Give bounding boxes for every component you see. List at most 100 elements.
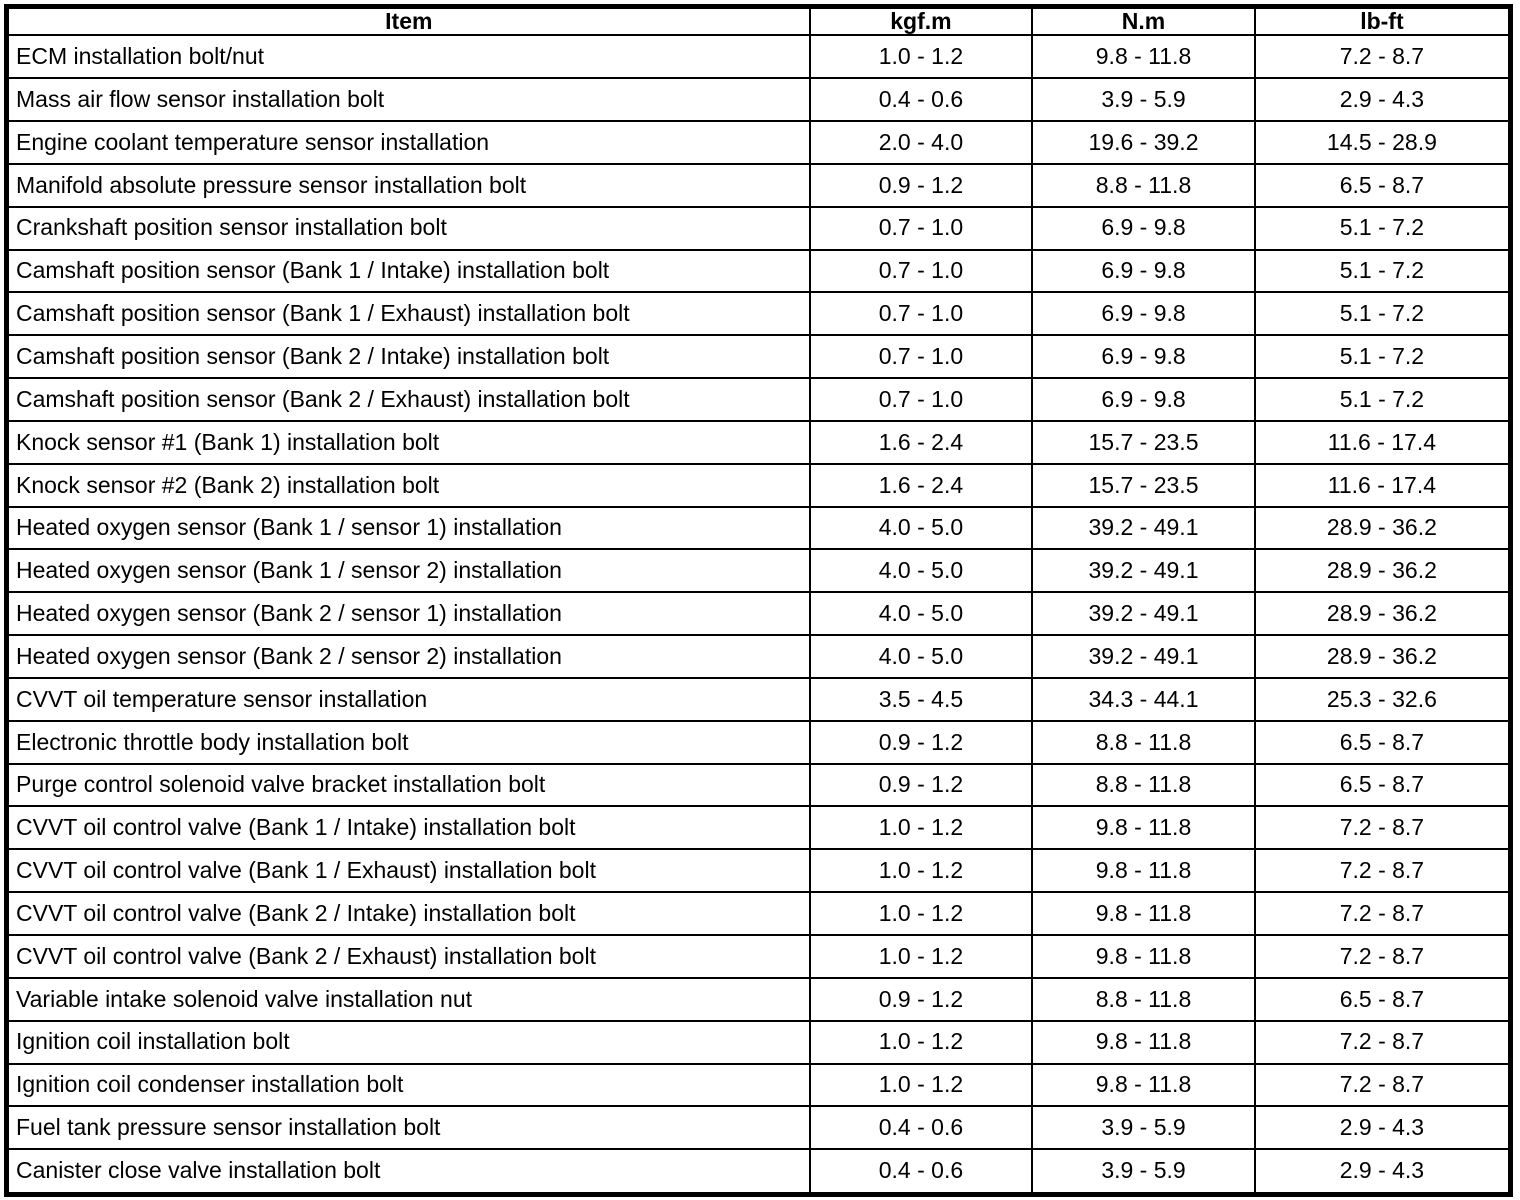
nm-value-cell: 6.9 - 9.8 [1031, 205, 1256, 251]
item-cell: Electronic throttle body installation bo… [5, 719, 811, 765]
item-cell: Engine coolant temperature sensor instal… [5, 119, 811, 165]
lbft-value-cell: 28.9 - 36.2 [1253, 634, 1512, 679]
lbft-value-cell: 28.9 - 36.2 [1253, 591, 1512, 637]
column-header-nm: N.m [1031, 5, 1256, 37]
item-cell: CVVT oil temperature sensor installation [5, 676, 811, 722]
table-row: CVVT oil control valve (Bank 1 / Exhaust… [5, 848, 1512, 894]
header-row: Item kgf.m N.m lb-ft [5, 5, 1512, 37]
item-cell: Heated oxygen sensor (Bank 1 / sensor 1)… [5, 505, 811, 551]
nm-value-cell: 9.8 - 11.8 [1031, 34, 1256, 80]
table-row: CVVT oil control valve (Bank 2 / Intake)… [5, 891, 1512, 937]
nm-value-cell: 8.8 - 11.8 [1031, 762, 1256, 808]
kgfm-value-cell: 1.0 - 1.2 [808, 1019, 1034, 1065]
nm-value-cell: 6.9 - 9.8 [1031, 291, 1256, 337]
nm-value-cell: 8.8 - 11.8 [1031, 719, 1256, 765]
item-cell: CVVT oil control valve (Bank 1 / Intake)… [5, 805, 811, 851]
nm-value-cell: 19.6 - 39.2 [1031, 119, 1256, 165]
table-row: CVVT oil control valve (Bank 2 / Exhaust… [5, 934, 1512, 979]
item-cell: Camshaft position sensor (Bank 2 / Intak… [5, 334, 811, 380]
table-row: ECM installation bolt/nut 1.0 - 1.2 9.8 … [5, 34, 1512, 80]
nm-value-cell: 9.8 - 11.8 [1031, 934, 1256, 979]
table-row: Camshaft position sensor (Bank 1 / Exhau… [5, 291, 1512, 337]
item-cell: Camshaft position sensor (Bank 2 / Exhau… [5, 377, 811, 422]
item-cell: CVVT oil control valve (Bank 2 / Intake)… [5, 891, 811, 937]
nm-value-cell: 9.8 - 11.8 [1031, 891, 1256, 937]
table-row: Camshaft position sensor (Bank 2 / Exhau… [5, 377, 1512, 422]
kgfm-value-cell: 0.9 - 1.2 [808, 762, 1034, 808]
nm-value-cell: 6.9 - 9.8 [1031, 334, 1256, 380]
lbft-value-cell: 5.1 - 7.2 [1253, 248, 1512, 294]
table-header: Item kgf.m N.m lb-ft [5, 5, 1512, 37]
lbft-value-cell: 5.1 - 7.2 [1253, 334, 1512, 380]
item-cell: Knock sensor #2 (Bank 2) installation bo… [5, 462, 811, 508]
kgfm-value-cell: 4.0 - 5.0 [808, 548, 1034, 594]
item-cell: Crankshaft position sensor installation … [5, 205, 811, 251]
nm-value-cell: 39.2 - 49.1 [1031, 591, 1256, 637]
table-row: Knock sensor #1 (Bank 1) installation bo… [5, 419, 1512, 465]
lbft-value-cell: 25.3 - 32.6 [1253, 676, 1512, 722]
table-row: Engine coolant temperature sensor instal… [5, 119, 1512, 165]
kgfm-value-cell: 1.6 - 2.4 [808, 462, 1034, 508]
item-cell: Mass air flow sensor installation bolt [5, 77, 811, 122]
kgfm-value-cell: 4.0 - 5.0 [808, 591, 1034, 637]
table-row: CVVT oil temperature sensor installation… [5, 676, 1512, 722]
kgfm-value-cell: 1.0 - 1.2 [808, 805, 1034, 851]
item-cell: Canister close valve installation bolt [5, 1148, 811, 1196]
nm-value-cell: 9.8 - 11.8 [1031, 848, 1256, 894]
lbft-value-cell: 11.6 - 17.4 [1253, 462, 1512, 508]
nm-value-cell: 9.8 - 11.8 [1031, 805, 1256, 851]
kgfm-value-cell: 0.4 - 0.6 [808, 1105, 1034, 1151]
kgfm-value-cell: 4.0 - 5.0 [808, 634, 1034, 679]
lbft-value-cell: 6.5 - 8.7 [1253, 976, 1512, 1022]
nm-value-cell: 8.8 - 11.8 [1031, 162, 1256, 208]
nm-value-cell: 39.2 - 49.1 [1031, 634, 1256, 679]
nm-value-cell: 34.3 - 44.1 [1031, 676, 1256, 722]
nm-value-cell: 8.8 - 11.8 [1031, 976, 1256, 1022]
kgfm-value-cell: 2.0 - 4.0 [808, 119, 1034, 165]
table-row: Heated oxygen sensor (Bank 1 / sensor 1)… [5, 505, 1512, 551]
lbft-value-cell: 5.1 - 7.2 [1253, 205, 1512, 251]
kgfm-value-cell: 3.5 - 4.5 [808, 676, 1034, 722]
nm-value-cell: 3.9 - 5.9 [1031, 1105, 1256, 1151]
nm-value-cell: 15.7 - 23.5 [1031, 419, 1256, 465]
lbft-value-cell: 7.2 - 8.7 [1253, 805, 1512, 851]
kgfm-value-cell: 1.0 - 1.2 [808, 891, 1034, 937]
item-cell: CVVT oil control valve (Bank 1 / Exhaust… [5, 848, 811, 894]
item-cell: Heated oxygen sensor (Bank 2 / sensor 1)… [5, 591, 811, 637]
kgfm-value-cell: 0.7 - 1.0 [808, 291, 1034, 337]
kgfm-value-cell: 0.7 - 1.0 [808, 205, 1034, 251]
kgfm-value-cell: 1.0 - 1.2 [808, 934, 1034, 979]
kgfm-value-cell: 1.0 - 1.2 [808, 34, 1034, 80]
table-row: Canister close valve installation bolt 0… [5, 1148, 1512, 1196]
lbft-value-cell: 2.9 - 4.3 [1253, 1148, 1512, 1196]
lbft-value-cell: 7.2 - 8.7 [1253, 891, 1512, 937]
item-cell: Heated oxygen sensor (Bank 1 / sensor 2)… [5, 548, 811, 594]
table-row: Heated oxygen sensor (Bank 2 / sensor 2)… [5, 634, 1512, 679]
kgfm-value-cell: 1.0 - 1.2 [808, 1062, 1034, 1108]
item-cell: Camshaft position sensor (Bank 1 / Intak… [5, 248, 811, 294]
lbft-value-cell: 7.2 - 8.7 [1253, 934, 1512, 979]
kgfm-value-cell: 0.4 - 0.6 [808, 77, 1034, 122]
kgfm-value-cell: 0.7 - 1.0 [808, 334, 1034, 380]
table-body: ECM installation bolt/nut 1.0 - 1.2 9.8 … [5, 34, 1512, 1196]
table-row: Ignition coil installation bolt 1.0 - 1.… [5, 1019, 1512, 1065]
torque-spec-table: Item kgf.m N.m lb-ft ECM installation bo… [4, 4, 1513, 1197]
item-cell: Knock sensor #1 (Bank 1) installation bo… [5, 419, 811, 465]
table-row: Heated oxygen sensor (Bank 2 / sensor 1)… [5, 591, 1512, 637]
nm-value-cell: 39.2 - 49.1 [1031, 505, 1256, 551]
lbft-value-cell: 7.2 - 8.7 [1253, 34, 1512, 80]
item-cell: ECM installation bolt/nut [5, 34, 811, 80]
lbft-value-cell: 6.5 - 8.7 [1253, 162, 1512, 208]
column-header-lbft: lb-ft [1253, 5, 1512, 37]
column-header-kgfm: kgf.m [808, 5, 1034, 37]
lbft-value-cell: 7.2 - 8.7 [1253, 848, 1512, 894]
kgfm-value-cell: 0.7 - 1.0 [808, 377, 1034, 422]
lbft-value-cell: 6.5 - 8.7 [1253, 719, 1512, 765]
lbft-value-cell: 2.9 - 4.3 [1253, 77, 1512, 122]
lbft-value-cell: 14.5 - 28.9 [1253, 119, 1512, 165]
kgfm-value-cell: 1.6 - 2.4 [808, 419, 1034, 465]
lbft-value-cell: 5.1 - 7.2 [1253, 377, 1512, 422]
table-row: Camshaft position sensor (Bank 1 / Intak… [5, 248, 1512, 294]
lbft-value-cell: 6.5 - 8.7 [1253, 762, 1512, 808]
